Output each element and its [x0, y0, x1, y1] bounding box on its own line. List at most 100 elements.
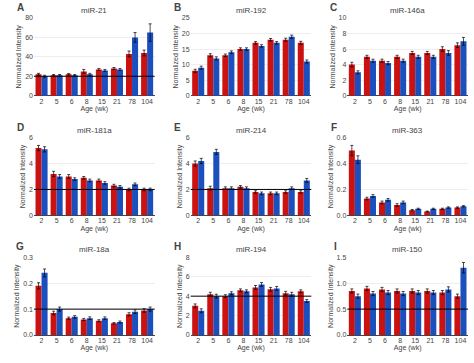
svg-text:15: 15	[411, 337, 419, 344]
svg-text:2: 2	[40, 337, 44, 344]
svg-text:D: D	[17, 122, 24, 133]
svg-text:Age (wk): Age (wk)	[237, 225, 265, 233]
svg-text:1.5: 1.5	[337, 254, 347, 261]
svg-text:E: E	[174, 122, 181, 133]
svg-text:G: G	[16, 241, 24, 252]
svg-text:Age (wk): Age (wk)	[81, 225, 109, 233]
svg-text:5: 5	[186, 77, 190, 84]
svg-text:15: 15	[255, 217, 263, 224]
svg-text:6: 6	[383, 217, 387, 224]
svg-text:21: 21	[426, 337, 434, 344]
svg-text:78: 78	[128, 337, 136, 344]
svg-text:78: 78	[285, 337, 293, 344]
svg-text:2: 2	[186, 312, 190, 319]
svg-text:5: 5	[211, 217, 215, 224]
svg-text:0.6: 0.6	[337, 134, 347, 141]
svg-text:78: 78	[441, 337, 449, 344]
svg-text:2: 2	[342, 77, 346, 84]
svg-text:15: 15	[182, 46, 190, 53]
svg-text:0.0: 0.0	[23, 331, 33, 338]
svg-text:21: 21	[113, 217, 121, 224]
svg-text:0.2: 0.2	[337, 186, 347, 193]
svg-text:8: 8	[85, 337, 89, 344]
svg-text:2: 2	[186, 186, 190, 193]
svg-text:4: 4	[29, 160, 33, 167]
svg-text:Normalized Intensity: Normalized Intensity	[327, 144, 335, 208]
svg-text:6: 6	[342, 46, 346, 53]
svg-text:104: 104	[298, 217, 310, 224]
svg-text:80: 80	[25, 14, 33, 21]
svg-text:Normalized Intensity: Normalized Intensity	[13, 264, 21, 328]
svg-text:0.0: 0.0	[337, 212, 347, 219]
svg-text:8: 8	[398, 217, 402, 224]
svg-text:78: 78	[128, 217, 136, 224]
svg-text:0.1: 0.1	[23, 306, 33, 313]
svg-text:Age (wk): Age (wk)	[394, 344, 422, 352]
svg-text:5: 5	[368, 217, 372, 224]
svg-text:8: 8	[186, 254, 190, 261]
svg-text:104: 104	[455, 98, 467, 105]
svg-text:21: 21	[113, 337, 121, 344]
svg-text:miR-21: miR-21	[81, 6, 107, 15]
svg-text:0.3: 0.3	[23, 254, 33, 261]
svg-text:104: 104	[298, 337, 310, 344]
svg-text:Normalized Intensity: Normalized Intensity	[15, 25, 23, 89]
svg-text:Age (wk): Age (wk)	[81, 105, 109, 113]
svg-text:15: 15	[98, 98, 106, 105]
svg-text:21: 21	[113, 98, 121, 105]
svg-text:6: 6	[29, 134, 33, 141]
svg-text:miR-194: miR-194	[236, 245, 267, 254]
svg-text:104: 104	[455, 217, 467, 224]
svg-text:8: 8	[242, 217, 246, 224]
svg-text:0.4: 0.4	[337, 160, 347, 167]
svg-text:21: 21	[426, 217, 434, 224]
svg-text:1.0: 1.0	[337, 280, 347, 287]
svg-text:2: 2	[40, 217, 44, 224]
svg-text:miR-181a: miR-181a	[77, 126, 112, 135]
svg-text:8: 8	[398, 98, 402, 105]
svg-text:21: 21	[426, 98, 434, 105]
svg-text:0.2: 0.2	[23, 280, 33, 287]
svg-text:10: 10	[339, 14, 347, 21]
svg-text:4: 4	[342, 61, 346, 68]
svg-text:5: 5	[55, 217, 59, 224]
svg-text:6: 6	[383, 98, 387, 105]
svg-text:4: 4	[186, 160, 190, 167]
svg-text:10: 10	[182, 61, 190, 68]
svg-text:5: 5	[211, 337, 215, 344]
svg-text:2: 2	[353, 217, 357, 224]
svg-text:0: 0	[186, 212, 190, 219]
svg-text:104: 104	[455, 337, 467, 344]
svg-text:15: 15	[255, 98, 263, 105]
svg-text:21: 21	[270, 337, 278, 344]
svg-text:6: 6	[70, 337, 74, 344]
svg-text:miR-146a: miR-146a	[390, 6, 425, 15]
svg-text:Normalized Intensity: Normalized Intensity	[329, 25, 337, 89]
svg-text:I: I	[334, 241, 337, 252]
svg-text:5: 5	[368, 98, 372, 105]
svg-text:Age (wk): Age (wk)	[237, 344, 265, 352]
svg-text:6: 6	[226, 337, 230, 344]
svg-text:Normalized Intensity: Normalized Intensity	[176, 144, 184, 208]
svg-text:8: 8	[85, 98, 89, 105]
svg-text:78: 78	[285, 98, 293, 105]
svg-text:2: 2	[353, 98, 357, 105]
svg-text:8: 8	[398, 337, 402, 344]
svg-text:0: 0	[186, 92, 190, 99]
svg-text:0.0: 0.0	[337, 331, 347, 338]
svg-text:2: 2	[196, 217, 200, 224]
svg-text:H: H	[174, 241, 181, 252]
svg-text:0: 0	[29, 92, 33, 99]
svg-text:Age (wk): Age (wk)	[394, 225, 422, 233]
svg-text:2: 2	[353, 337, 357, 344]
svg-text:Normalized Intensity: Normalized Intensity	[327, 264, 335, 328]
svg-text:miR-192: miR-192	[236, 6, 267, 15]
svg-text:78: 78	[285, 217, 293, 224]
svg-text:A: A	[17, 2, 24, 13]
svg-text:15: 15	[255, 337, 263, 344]
svg-text:8: 8	[242, 337, 246, 344]
svg-text:Age (wk): Age (wk)	[81, 344, 109, 352]
svg-text:78: 78	[441, 98, 449, 105]
svg-text:2: 2	[40, 98, 44, 105]
svg-text:40: 40	[25, 53, 33, 60]
